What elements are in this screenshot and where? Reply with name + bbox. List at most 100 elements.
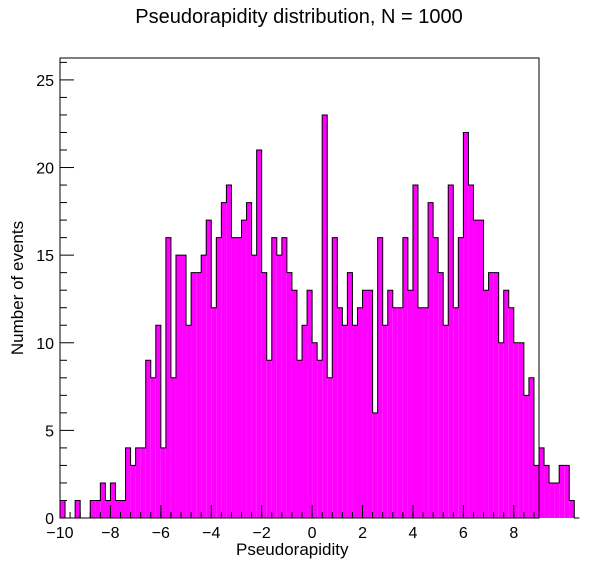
histogram-bar xyxy=(105,500,111,518)
x-tick-label: −6 xyxy=(152,525,170,542)
histogram-bar xyxy=(140,447,146,518)
y-tick-label: 15 xyxy=(36,248,54,265)
histogram-bar xyxy=(251,255,257,518)
histogram-bar xyxy=(90,500,96,518)
histogram-bar xyxy=(528,377,534,518)
x-tick-label: 0 xyxy=(308,525,317,542)
histogram-bar xyxy=(125,447,131,518)
histogram-bar xyxy=(397,307,403,518)
histogram-bar xyxy=(327,377,333,518)
histogram-bar xyxy=(201,255,207,518)
histogram-bar xyxy=(428,202,434,519)
histogram-bar xyxy=(402,237,408,518)
histogram-bar xyxy=(352,325,358,518)
histogram-bar xyxy=(226,185,232,519)
histogram-bar xyxy=(241,220,247,518)
histogram-bar xyxy=(387,290,393,518)
histogram-bar xyxy=(539,447,545,518)
histogram-bar xyxy=(170,377,176,518)
histogram-bar xyxy=(296,360,303,518)
histogram-bar xyxy=(130,465,136,518)
histogram-bar xyxy=(559,465,565,518)
x-tick-label: 6 xyxy=(459,525,468,542)
histogram-bar xyxy=(443,325,449,518)
histogram-bar xyxy=(438,272,444,518)
histogram-bar xyxy=(322,114,328,518)
histogram-bar xyxy=(377,237,383,518)
y-axis-ticks: 0 5 10 15 20 25 xyxy=(36,61,74,528)
histogram-bar xyxy=(433,237,439,518)
histogram-bar xyxy=(468,185,474,519)
histogram-bar xyxy=(276,255,282,518)
histogram-bar xyxy=(488,272,494,518)
histogram-bar xyxy=(186,325,192,518)
histogram-bar xyxy=(221,202,227,519)
histogram-bar xyxy=(483,290,489,518)
x-tick-label: 2 xyxy=(358,525,367,542)
histogram-bar xyxy=(423,307,429,518)
histogram-bar xyxy=(362,290,368,518)
histogram-bar xyxy=(216,237,222,518)
x-tick-label: −2 xyxy=(253,525,271,542)
histogram-bar xyxy=(518,342,524,518)
histogram-bar xyxy=(196,272,202,518)
x-tick-label: 4 xyxy=(408,525,417,542)
histogram-bar xyxy=(145,360,151,518)
histogram-bar xyxy=(367,290,373,518)
histogram-bar xyxy=(337,307,343,518)
histogram-bar xyxy=(206,220,212,518)
histogram-bar xyxy=(236,237,242,518)
histogram-bar xyxy=(261,272,267,518)
histogram-bar xyxy=(175,255,182,518)
histogram-bar xyxy=(382,325,388,518)
histogram-bar xyxy=(392,307,398,518)
histogram-bar xyxy=(286,272,292,518)
x-tick-label: 8 xyxy=(509,525,518,542)
histogram-bars xyxy=(59,114,580,519)
plot-frame xyxy=(59,57,540,519)
histogram-bar xyxy=(312,342,318,518)
histogram-bar xyxy=(513,342,519,518)
y-axis-label: Number of events xyxy=(8,220,27,356)
histogram-bar xyxy=(342,325,348,518)
histogram-bar xyxy=(473,220,479,518)
x-tick-label: −10 xyxy=(46,525,73,542)
histogram-bar xyxy=(569,500,575,518)
y-tick-label: 10 xyxy=(36,336,54,353)
y-tick-label: 0 xyxy=(45,511,54,528)
histogram-bar xyxy=(181,255,187,518)
histogram-bar xyxy=(493,272,499,518)
histogram-bar xyxy=(357,307,363,518)
histogram-bar xyxy=(110,482,116,518)
histogram-bar xyxy=(191,272,197,518)
histogram-bar xyxy=(448,185,454,519)
histogram-bar xyxy=(211,307,217,518)
x-axis-label: Pseudorapidity xyxy=(236,540,349,559)
histogram-bar xyxy=(281,237,287,518)
histogram-bar xyxy=(564,465,570,518)
histogram-bar xyxy=(231,237,237,518)
histogram-bar xyxy=(307,290,313,518)
y-tick-label: 5 xyxy=(45,423,54,440)
histogram-bar xyxy=(160,447,166,518)
y-tick-label: 25 xyxy=(36,73,54,90)
histogram-bar xyxy=(135,447,141,518)
histogram-bar xyxy=(332,237,338,518)
histogram-bar xyxy=(453,307,459,518)
histogram-bar xyxy=(372,412,378,518)
histogram-bar xyxy=(120,500,126,518)
histogram-bar xyxy=(271,237,277,518)
x-tick-label: −4 xyxy=(202,525,220,542)
histogram-bar xyxy=(150,377,156,518)
x-axis-ticks: −10 −8 −6 −4 −2 0 2 4 6 8 xyxy=(46,505,535,542)
histogram-bar xyxy=(503,290,509,518)
histogram-bar xyxy=(523,395,529,518)
histogram-bar xyxy=(115,500,121,518)
histogram-bar xyxy=(347,272,353,518)
histogram-bar xyxy=(155,325,161,518)
histogram-bar xyxy=(256,150,262,518)
y-tick-label: 20 xyxy=(36,161,54,178)
histogram-bar xyxy=(165,237,171,518)
histogram-bar xyxy=(407,290,413,518)
